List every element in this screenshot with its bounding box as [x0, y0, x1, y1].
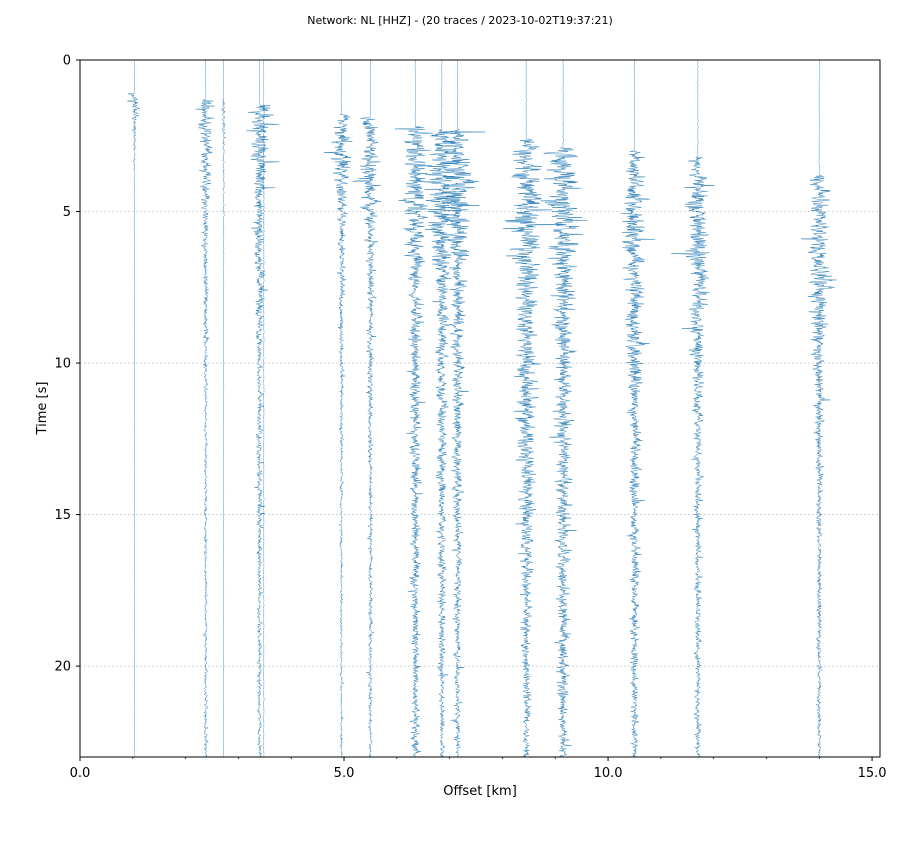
seismic-trace [424, 60, 461, 757]
y-tick-label: 0 [63, 54, 71, 69]
chart-title: Network: NL [HHZ] - (20 traces / 2023-10… [307, 14, 613, 27]
y-tick-label: 15 [54, 508, 71, 523]
seismic-trace [324, 60, 353, 757]
seismic-trace [503, 60, 567, 757]
seismic-trace [352, 60, 382, 757]
seismic-trace [621, 60, 656, 757]
seismic-trace [261, 60, 266, 757]
seismic-trace [195, 60, 215, 757]
seismic-trace [540, 60, 588, 757]
y-tick-label: 10 [54, 357, 71, 372]
x-tick-label: 5.0 [334, 766, 355, 781]
y-tick-label: 5 [63, 205, 71, 220]
x-tick-label: 15.0 [858, 766, 887, 781]
x-tick-label: 0.0 [70, 766, 91, 781]
seismic-trace [221, 60, 227, 757]
seismic-trace [246, 60, 280, 757]
seismic-trace [127, 60, 141, 757]
seismic-trace [395, 60, 433, 757]
x-tick-label: 10.0 [594, 766, 623, 781]
seismic-trace [800, 60, 837, 757]
seismic-trace [438, 60, 485, 757]
traces [127, 60, 837, 757]
y-axis-label: Time [s] [35, 382, 50, 436]
seismic-trace [671, 60, 715, 757]
x-axis-label: Offset [km] [443, 784, 517, 799]
gridlines [80, 211, 880, 667]
axis-ticks: 0 5 10 15 20 0.0 5.0 10.0 15.0 [54, 54, 886, 782]
plot-frame [79, 59, 881, 758]
y-tick-label: 20 [54, 660, 71, 675]
